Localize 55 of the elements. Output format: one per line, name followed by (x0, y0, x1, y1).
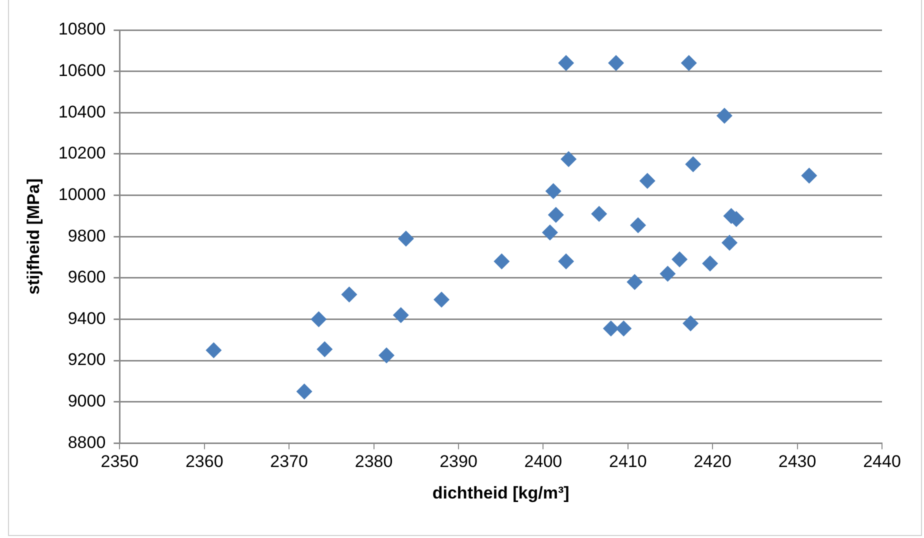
point (378, 347, 394, 364)
point (316, 341, 333, 358)
x-axis-title: dichtheid [kg/m³] (432, 483, 570, 502)
point (558, 253, 574, 270)
x-tick-label: 2380 (354, 452, 393, 472)
y-tick-label: 8800 (68, 432, 106, 452)
point (616, 320, 632, 337)
y-tick-label: 9000 (68, 392, 106, 411)
point (702, 255, 718, 272)
x-tick-label: 2420 (694, 452, 732, 472)
point (494, 253, 510, 270)
y-tick-label: 10800 (58, 20, 106, 39)
point (548, 206, 564, 223)
y-tick-label: 10200 (58, 144, 106, 163)
point (560, 151, 577, 168)
y-tick-label: 10000 (58, 184, 106, 204)
x-tick-label: 2400 (524, 452, 562, 472)
point (545, 183, 562, 200)
point (296, 384, 312, 400)
y-axis-title: stijfheid [MPa] (24, 178, 43, 295)
x-tick-label: 2370 (270, 452, 308, 472)
point (608, 55, 624, 72)
point (602, 320, 619, 337)
y-tick-label: 9400 (68, 308, 106, 328)
point (310, 311, 327, 328)
point (680, 55, 697, 72)
y-tick-label: 9600 (68, 268, 106, 287)
point (558, 55, 574, 72)
point (801, 168, 818, 184)
point (434, 292, 450, 308)
point (660, 266, 676, 282)
point (722, 234, 738, 251)
point (672, 251, 688, 268)
point (682, 315, 699, 332)
point (630, 217, 646, 234)
point (206, 342, 222, 358)
x-tick-label: 2360 (185, 452, 224, 472)
point (341, 286, 358, 302)
y-tick-label: 10400 (58, 102, 106, 122)
point (591, 206, 608, 222)
point (639, 172, 656, 189)
x-tick-label: 2410 (608, 452, 647, 472)
x-tick-label: 2440 (863, 452, 901, 472)
point (716, 108, 732, 124)
point (392, 307, 409, 324)
x-tick-label: 2350 (100, 452, 139, 472)
y-tick-label: 9800 (68, 226, 106, 246)
y-tick-label: 10600 (58, 61, 106, 80)
y-tick-label: 9200 (68, 350, 106, 370)
point (685, 156, 702, 172)
point (542, 224, 558, 240)
point (398, 230, 414, 247)
point (626, 274, 643, 290)
x-tick-label: 2390 (440, 452, 478, 472)
x-tick-label: 2430 (778, 452, 816, 472)
